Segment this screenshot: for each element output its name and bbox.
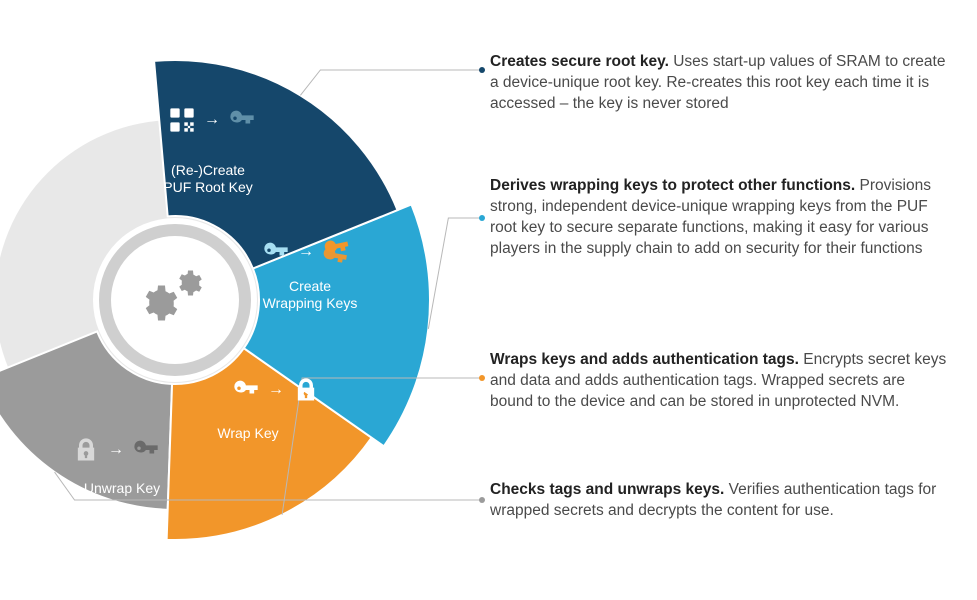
desc-unwrap: Checks tags and unwraps keys. Verifies a… xyxy=(490,480,950,522)
connector-wrapkeys xyxy=(428,218,482,329)
connector-recreate xyxy=(300,70,482,95)
desc-wrapkeys: Derives wrapping keys to protect other f… xyxy=(490,176,950,260)
desc-recreate: Creates secure root key. Uses start-up v… xyxy=(490,52,950,115)
connector-dot-wrap xyxy=(479,375,485,381)
connector-dot-wrapkeys xyxy=(479,215,485,221)
desc-wrap: Wraps keys and adds authentication tags.… xyxy=(490,350,950,413)
connector-dot-recreate xyxy=(479,67,485,73)
connector-dot-unwrap xyxy=(479,497,485,503)
